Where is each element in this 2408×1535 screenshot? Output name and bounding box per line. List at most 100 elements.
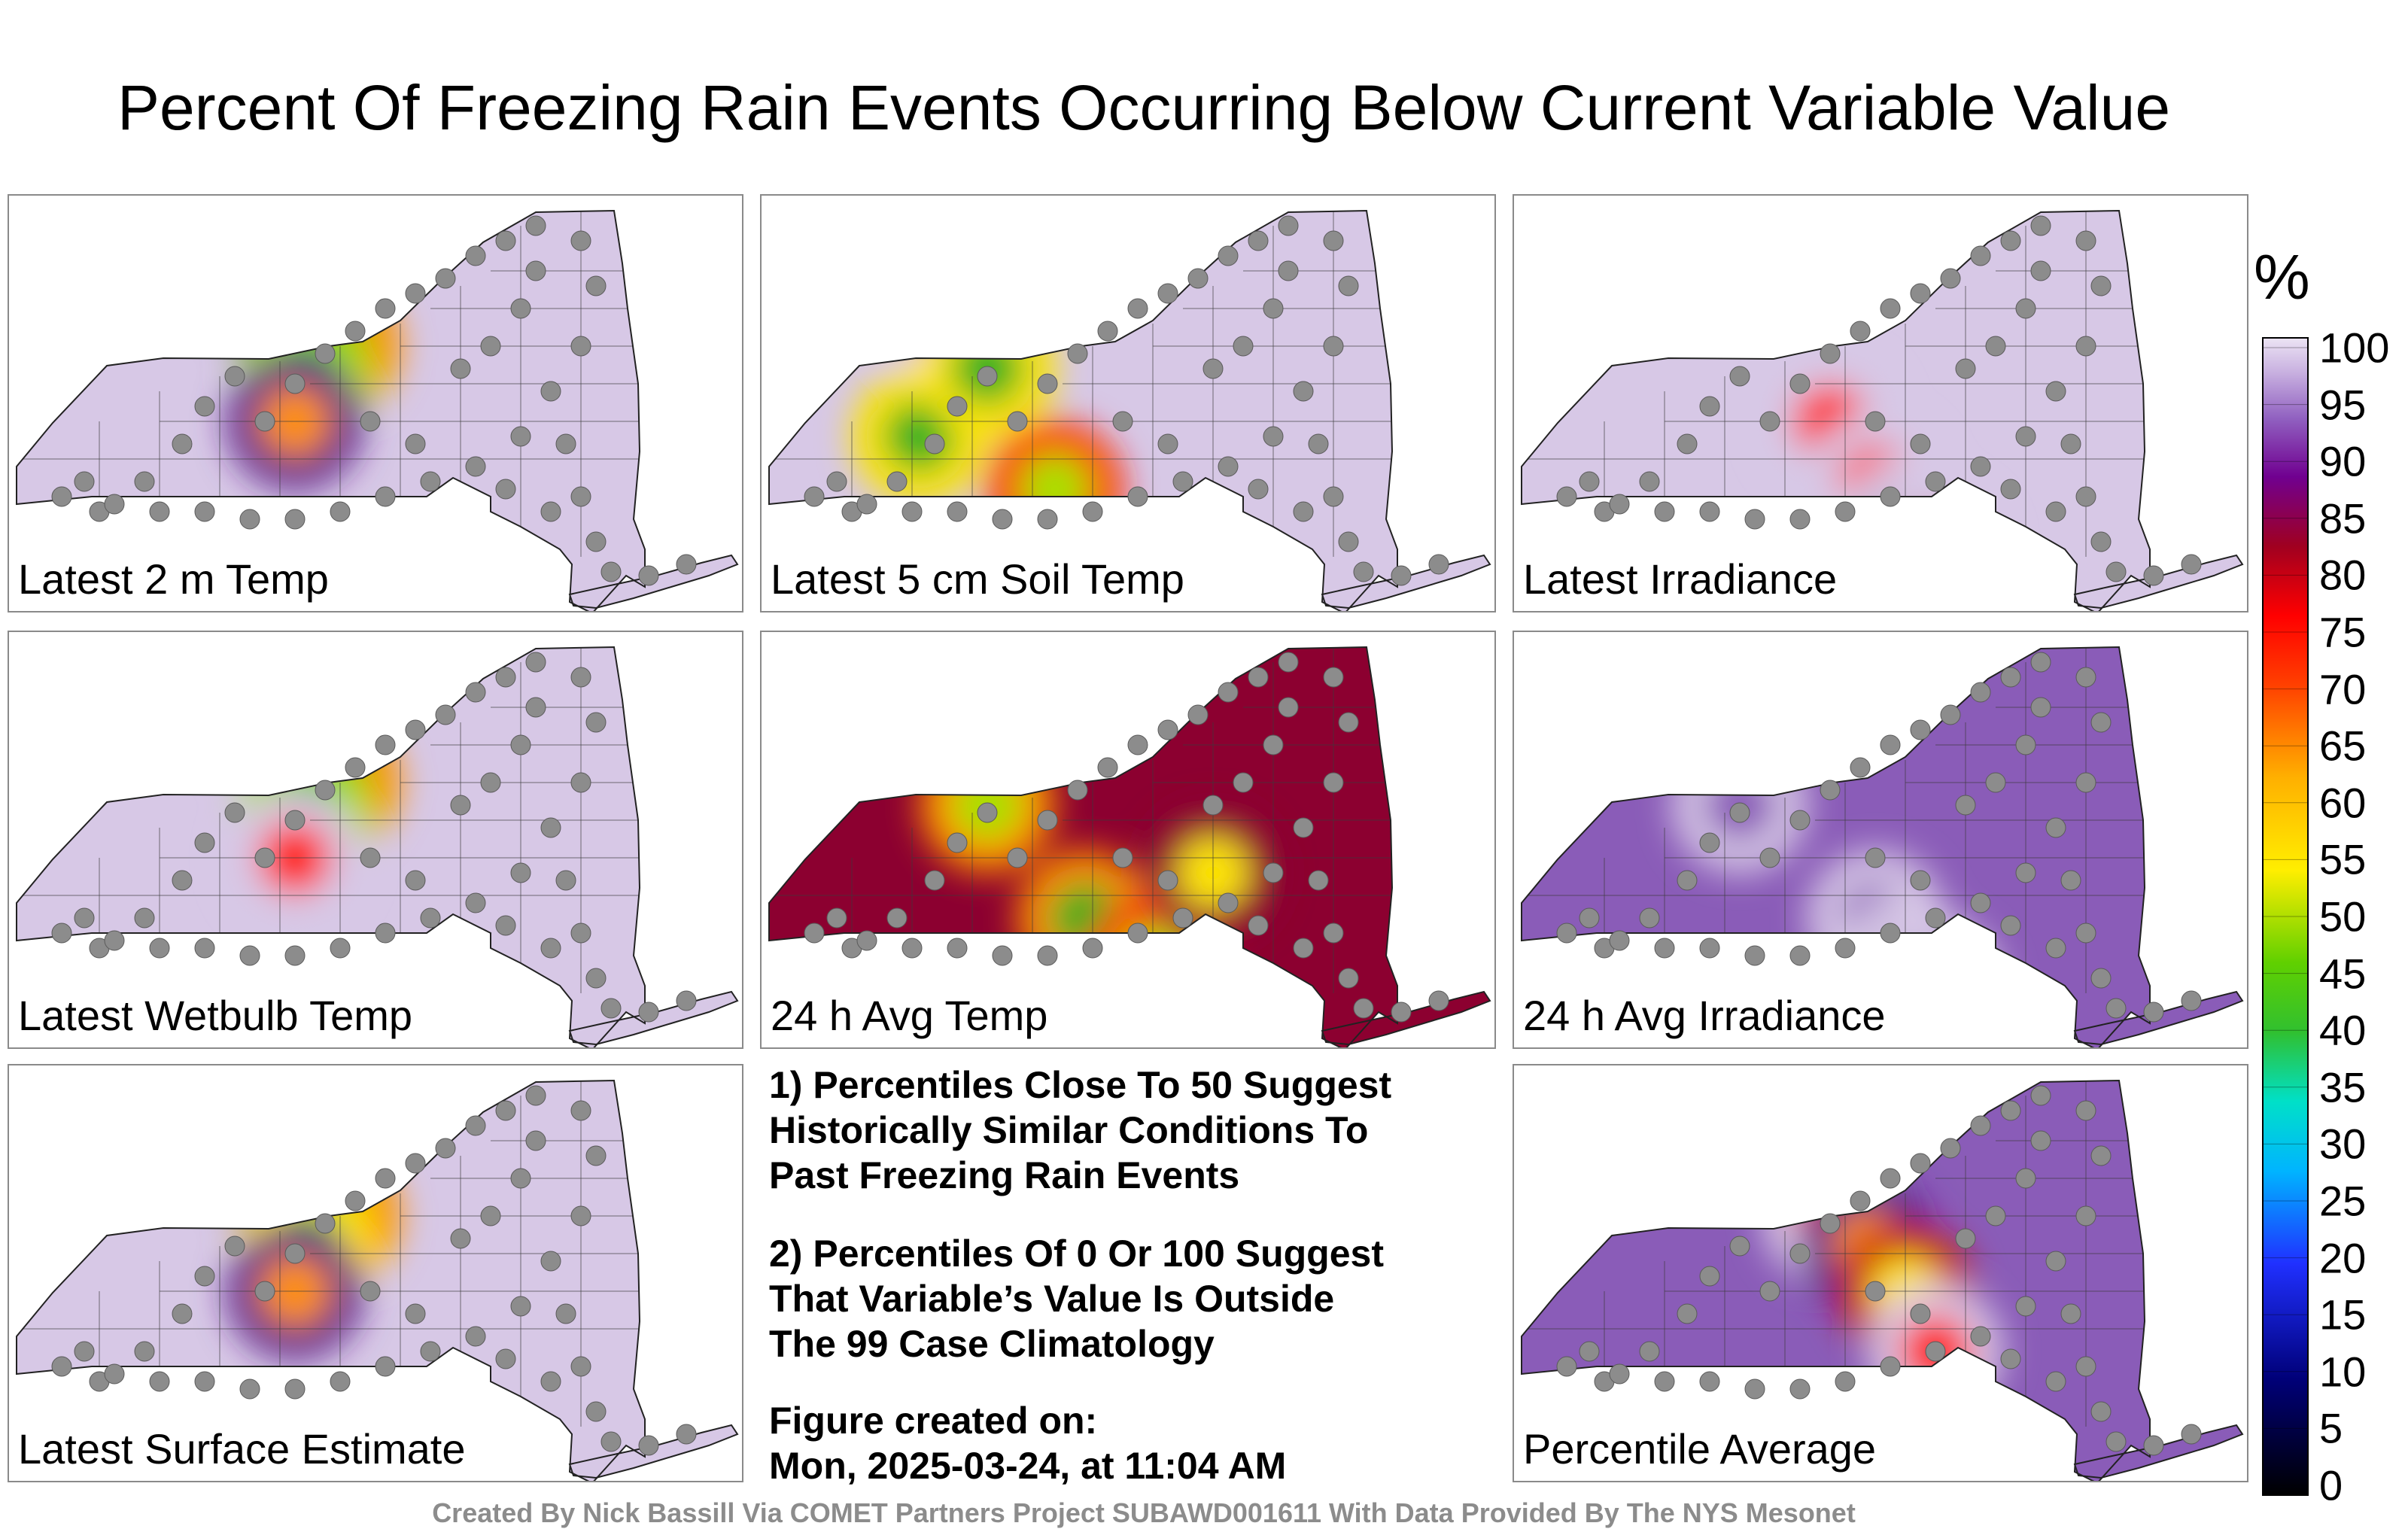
- station-marker: [1353, 998, 1374, 1019]
- station-marker: [375, 486, 396, 507]
- station-marker: [1835, 938, 1856, 959]
- station-marker: [1338, 275, 1359, 296]
- panel-label: Latest Irradiance: [1523, 555, 1838, 603]
- station-marker: [1880, 1356, 1901, 1377]
- panel-latest-2m-temp: Latest 2 m Temp: [8, 194, 743, 612]
- station-marker: [495, 230, 516, 251]
- station-marker: [435, 704, 456, 725]
- station-marker: [345, 1190, 366, 1211]
- station-marker: [1925, 1341, 1946, 1362]
- station-marker: [1880, 923, 1901, 944]
- station-marker: [405, 1153, 426, 1174]
- station-marker: [1820, 343, 1841, 364]
- station-marker: [1218, 456, 1239, 477]
- station-marker: [2075, 1205, 2096, 1226]
- station-marker: [2030, 215, 2051, 236]
- station-marker: [360, 847, 381, 868]
- station-marker: [886, 907, 908, 929]
- station-marker: [1323, 230, 1344, 251]
- station-marker: [149, 501, 170, 522]
- station-marker: [1850, 1190, 1871, 1211]
- station-marker: [1338, 531, 1359, 552]
- station-marker: [570, 772, 591, 793]
- station-marker: [465, 245, 486, 266]
- station-marker: [826, 471, 847, 492]
- station-marker: [1789, 810, 1811, 831]
- station-marker: [405, 870, 426, 891]
- station-marker: [1880, 298, 1901, 319]
- station-marker: [2143, 565, 2164, 586]
- station-marker: [284, 1378, 306, 1400]
- panel-label: Latest Surface Estimate: [18, 1425, 466, 1473]
- station-marker: [1970, 245, 1991, 266]
- station-marker: [1639, 907, 1660, 929]
- station-marker: [2075, 923, 2096, 944]
- state-outline: [1521, 209, 2151, 611]
- station-marker: [600, 561, 622, 582]
- station-marker: [1955, 1228, 1976, 1249]
- station-marker: [1970, 682, 1991, 703]
- state-outline: [16, 646, 646, 1047]
- station-marker: [924, 870, 945, 891]
- colorbar-tick: 85: [2319, 494, 2367, 543]
- station-marker: [1218, 245, 1239, 266]
- station-marker: [74, 907, 95, 929]
- station-marker: [1323, 336, 1344, 357]
- station-marker: [1729, 1236, 1750, 1257]
- station-marker: [525, 652, 546, 673]
- station-marker: [149, 1371, 170, 1392]
- colorbar-tick: 5: [2319, 1404, 2343, 1452]
- station-marker: [2090, 531, 2112, 552]
- station-marker: [1820, 780, 1841, 801]
- station-marker: [2105, 1431, 2127, 1452]
- station-marker: [465, 682, 486, 703]
- station-marker: [435, 1138, 456, 1159]
- station-marker: [1880, 486, 1901, 507]
- station-marker: [1112, 411, 1133, 432]
- colorbar-tick: 60: [2319, 779, 2367, 827]
- percentile-field: [17, 211, 737, 611]
- station-marker: [2015, 298, 2036, 319]
- station-marker: [172, 433, 193, 454]
- station-marker: [1699, 1266, 1720, 1287]
- station-marker: [2105, 561, 2127, 582]
- station-marker: [1729, 366, 1750, 387]
- station-marker: [2045, 1371, 2066, 1392]
- station-marker: [1654, 1371, 1675, 1392]
- station-marker: [315, 343, 336, 364]
- station-marker: [194, 501, 215, 522]
- station-marker: [1865, 411, 1886, 432]
- station-marker: [2181, 554, 2202, 575]
- station-marker: [585, 968, 607, 989]
- station-marker: [1293, 817, 1314, 838]
- station-marker: [570, 667, 591, 688]
- station-marker: [1218, 682, 1239, 703]
- station-marker: [1744, 509, 1765, 530]
- station-marker: [2000, 667, 2021, 688]
- colorbar-tick: 50: [2319, 892, 2367, 941]
- station-marker: [2000, 915, 2021, 936]
- station-marker: [465, 892, 486, 913]
- station-marker: [2075, 772, 2096, 793]
- station-marker: [284, 1243, 306, 1264]
- station-marker: [1233, 336, 1254, 357]
- station-marker: [149, 938, 170, 959]
- station-marker: [480, 1205, 501, 1226]
- station-marker: [495, 479, 516, 500]
- nys-map: [768, 646, 1491, 1047]
- station-marker: [1293, 501, 1314, 522]
- station-marker: [172, 1303, 193, 1324]
- state-outline: [16, 1079, 646, 1481]
- station-marker: [2090, 275, 2112, 296]
- station-marker: [1157, 283, 1178, 304]
- note-percentiles-0-100: 2) Percentiles Of 0 Or 100 Suggest That …: [769, 1233, 1384, 1365]
- station-marker: [1428, 990, 1449, 1011]
- station-marker: [2090, 1145, 2112, 1166]
- station-marker: [1955, 358, 1976, 379]
- station-marker: [2015, 862, 2036, 883]
- station-marker: [254, 1281, 275, 1302]
- station-marker: [1007, 411, 1028, 432]
- station-marker: [555, 433, 576, 454]
- station-marker: [1556, 1356, 1577, 1377]
- station-marker: [947, 938, 968, 959]
